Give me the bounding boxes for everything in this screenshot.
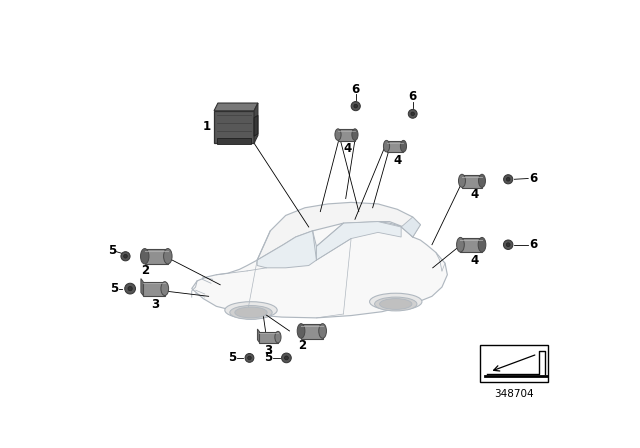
Circle shape bbox=[128, 286, 132, 291]
Ellipse shape bbox=[383, 140, 390, 152]
Ellipse shape bbox=[401, 140, 406, 152]
Ellipse shape bbox=[164, 249, 172, 264]
Text: 6: 6 bbox=[529, 238, 538, 251]
Circle shape bbox=[245, 353, 254, 362]
Circle shape bbox=[506, 243, 510, 246]
Polygon shape bbox=[257, 329, 259, 343]
Ellipse shape bbox=[297, 323, 305, 338]
Bar bbox=[460, 238, 482, 252]
Text: 6: 6 bbox=[351, 83, 360, 96]
Bar bbox=[214, 111, 254, 143]
Ellipse shape bbox=[141, 249, 149, 264]
Bar bbox=[143, 282, 164, 296]
Ellipse shape bbox=[275, 332, 281, 343]
Text: 4: 4 bbox=[343, 142, 351, 155]
Ellipse shape bbox=[225, 302, 277, 319]
Bar bbox=[338, 129, 355, 141]
Circle shape bbox=[408, 109, 417, 118]
Text: 4: 4 bbox=[470, 188, 479, 201]
Text: 4: 4 bbox=[393, 154, 401, 167]
Circle shape bbox=[125, 283, 136, 294]
Ellipse shape bbox=[335, 129, 341, 140]
Text: 5: 5 bbox=[228, 351, 237, 364]
Ellipse shape bbox=[479, 174, 486, 187]
Circle shape bbox=[354, 104, 358, 108]
Circle shape bbox=[504, 240, 513, 250]
Text: 5: 5 bbox=[110, 282, 118, 295]
Text: 1: 1 bbox=[202, 121, 211, 134]
Circle shape bbox=[124, 254, 127, 258]
Circle shape bbox=[504, 175, 513, 184]
Polygon shape bbox=[214, 103, 258, 111]
Polygon shape bbox=[257, 202, 420, 260]
Circle shape bbox=[284, 356, 289, 360]
Ellipse shape bbox=[380, 299, 412, 310]
Ellipse shape bbox=[319, 323, 326, 338]
Bar bbox=[217, 138, 251, 144]
Ellipse shape bbox=[352, 129, 358, 140]
Bar bbox=[259, 332, 278, 343]
Polygon shape bbox=[141, 279, 143, 296]
Polygon shape bbox=[254, 103, 258, 143]
Polygon shape bbox=[401, 217, 420, 237]
Ellipse shape bbox=[374, 297, 417, 311]
Text: 4: 4 bbox=[470, 254, 479, 267]
Text: 3: 3 bbox=[265, 344, 273, 357]
Text: 5: 5 bbox=[264, 351, 272, 364]
Circle shape bbox=[411, 112, 415, 116]
Bar bbox=[462, 175, 482, 188]
Polygon shape bbox=[316, 222, 401, 260]
Text: 6: 6 bbox=[529, 172, 538, 185]
Ellipse shape bbox=[230, 306, 272, 319]
Bar bbox=[301, 324, 323, 339]
Ellipse shape bbox=[235, 307, 267, 318]
Circle shape bbox=[506, 177, 510, 181]
Bar bbox=[481, 345, 548, 382]
Polygon shape bbox=[192, 222, 447, 318]
Ellipse shape bbox=[458, 174, 465, 187]
Text: 6: 6 bbox=[408, 90, 417, 103]
Bar bbox=[387, 141, 403, 152]
Circle shape bbox=[121, 252, 130, 261]
Text: 3: 3 bbox=[150, 297, 159, 310]
Ellipse shape bbox=[456, 237, 464, 252]
Ellipse shape bbox=[161, 282, 168, 296]
Circle shape bbox=[248, 356, 252, 360]
Text: 348704: 348704 bbox=[495, 389, 534, 399]
Circle shape bbox=[282, 353, 291, 363]
Circle shape bbox=[351, 102, 360, 111]
Polygon shape bbox=[254, 116, 258, 136]
Text: 5: 5 bbox=[108, 244, 116, 257]
Ellipse shape bbox=[478, 237, 486, 252]
Ellipse shape bbox=[369, 293, 422, 310]
Polygon shape bbox=[257, 231, 316, 268]
Text: 2: 2 bbox=[298, 339, 306, 352]
Text: 2: 2 bbox=[141, 264, 150, 277]
Bar bbox=[145, 249, 168, 264]
